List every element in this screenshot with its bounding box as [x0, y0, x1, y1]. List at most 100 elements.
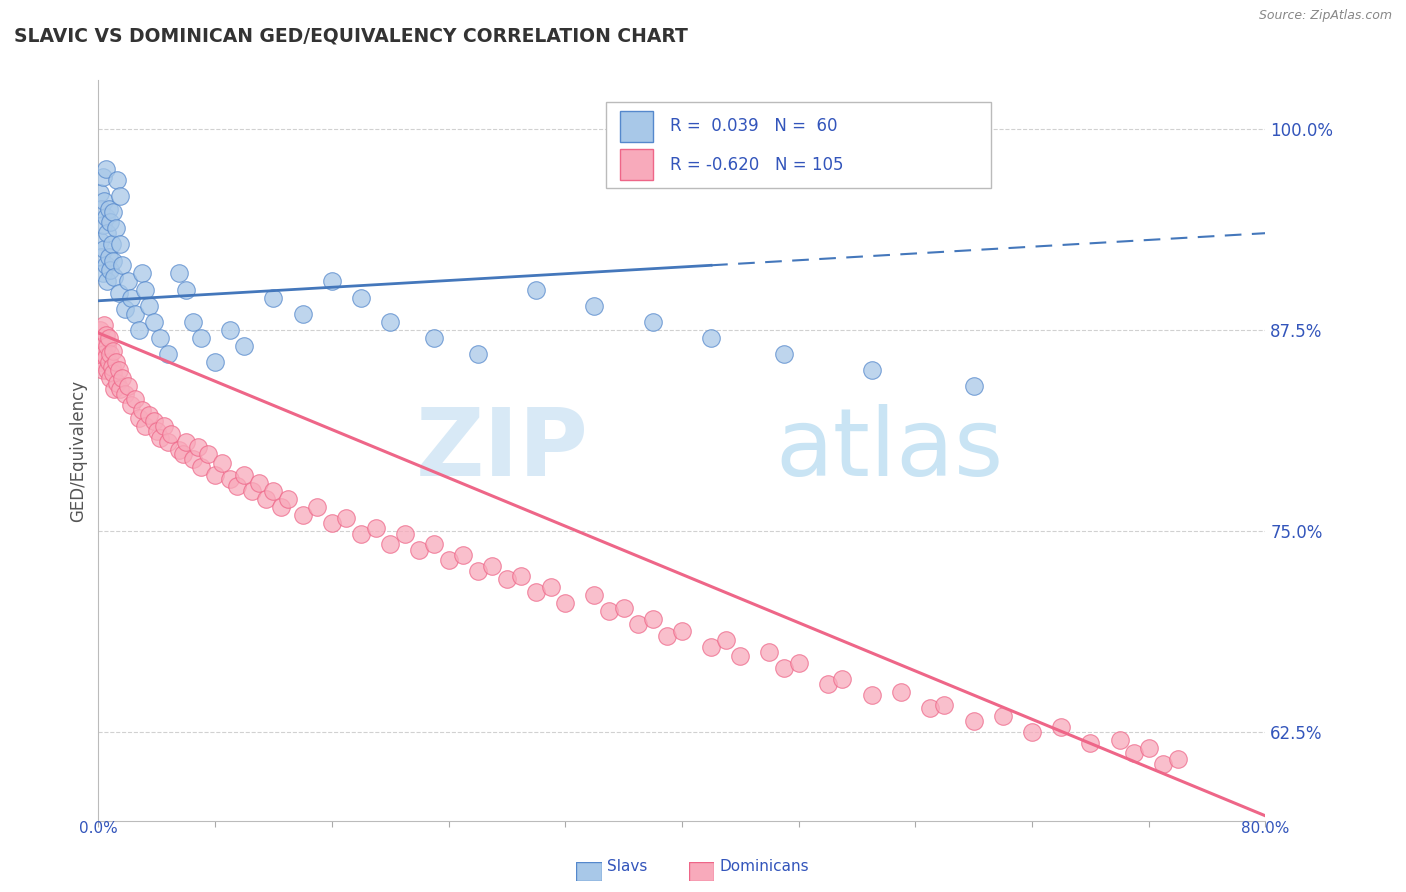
Point — [94, 258, 117, 272]
Point — [100, 237, 122, 252]
Point — [157, 435, 180, 450]
Point — [540, 580, 562, 594]
Point — [1108, 733, 1130, 747]
Point — [321, 275, 343, 289]
Point — [96, 339, 118, 353]
Text: SLAVIC VS DOMINICAN GED/EQUIVALENCY CORRELATION CHART: SLAVIC VS DOMINICAN GED/EQUIVALENCY CORR… — [14, 27, 688, 45]
Point — [93, 347, 115, 361]
Point — [98, 263, 121, 277]
Point — [131, 267, 153, 281]
Point — [100, 359, 122, 374]
Point — [96, 275, 118, 289]
Point — [181, 451, 204, 466]
Point — [103, 382, 125, 396]
Point — [860, 688, 883, 702]
Point — [157, 347, 180, 361]
Point — [262, 291, 284, 305]
Point — [408, 543, 430, 558]
Point — [114, 387, 136, 401]
Text: Slavs: Slavs — [607, 859, 648, 874]
Point — [612, 601, 634, 615]
Point — [218, 323, 240, 337]
Point — [153, 419, 176, 434]
Point — [583, 588, 606, 602]
Point — [134, 283, 156, 297]
Bar — [620, 111, 652, 142]
Point — [918, 701, 941, 715]
Point — [101, 253, 124, 268]
Point — [1152, 757, 1174, 772]
Point — [172, 447, 194, 461]
Point — [174, 283, 197, 297]
Point — [380, 315, 402, 329]
Point — [380, 537, 402, 551]
Point — [817, 677, 839, 691]
Point — [149, 331, 172, 345]
Point — [270, 500, 292, 514]
Point — [364, 521, 387, 535]
Point — [120, 291, 142, 305]
Text: ZIP: ZIP — [416, 404, 589, 497]
Point — [138, 299, 160, 313]
Point — [98, 347, 121, 361]
Point — [96, 226, 118, 240]
FancyBboxPatch shape — [606, 103, 991, 187]
Point — [94, 350, 117, 364]
Point — [481, 559, 503, 574]
Point — [934, 698, 956, 712]
Point — [233, 339, 256, 353]
Point — [128, 411, 150, 425]
Text: 80.0%: 80.0% — [1241, 821, 1289, 836]
Point — [657, 628, 679, 642]
Point — [91, 339, 114, 353]
Point — [134, 419, 156, 434]
Point — [138, 408, 160, 422]
Point — [93, 318, 115, 332]
Point — [142, 315, 165, 329]
Point — [93, 194, 115, 208]
Point — [90, 355, 112, 369]
Point — [149, 431, 172, 445]
Point — [90, 250, 112, 264]
Point — [146, 424, 169, 438]
Point — [98, 371, 121, 385]
Point — [89, 347, 111, 361]
Point — [111, 258, 134, 272]
Point — [510, 569, 533, 583]
Point — [190, 459, 212, 474]
Text: 0.0%: 0.0% — [79, 821, 118, 836]
Text: atlas: atlas — [775, 404, 1004, 497]
Point — [831, 672, 853, 686]
Point — [89, 186, 111, 200]
Point — [627, 617, 650, 632]
Point — [262, 483, 284, 498]
Point — [277, 491, 299, 506]
Point — [730, 649, 752, 664]
Point — [1021, 725, 1043, 739]
Point — [101, 366, 124, 380]
Point — [254, 491, 277, 506]
Point — [108, 285, 131, 300]
Point — [131, 403, 153, 417]
Point — [291, 307, 314, 321]
Point — [110, 237, 132, 252]
Point — [204, 355, 226, 369]
Point — [291, 508, 314, 522]
Point — [700, 640, 723, 654]
Point — [105, 173, 128, 187]
Point — [598, 604, 620, 618]
Point — [101, 205, 124, 219]
Point — [117, 379, 139, 393]
Point — [1137, 741, 1160, 756]
Point — [97, 331, 120, 345]
Point — [991, 709, 1014, 723]
Point — [218, 472, 240, 486]
Text: R = -0.620   N = 105: R = -0.620 N = 105 — [671, 156, 844, 174]
Point — [524, 283, 547, 297]
Point — [167, 443, 190, 458]
Point — [174, 435, 197, 450]
Point — [423, 537, 446, 551]
Point — [204, 467, 226, 482]
Point — [108, 363, 131, 377]
Point — [110, 382, 132, 396]
